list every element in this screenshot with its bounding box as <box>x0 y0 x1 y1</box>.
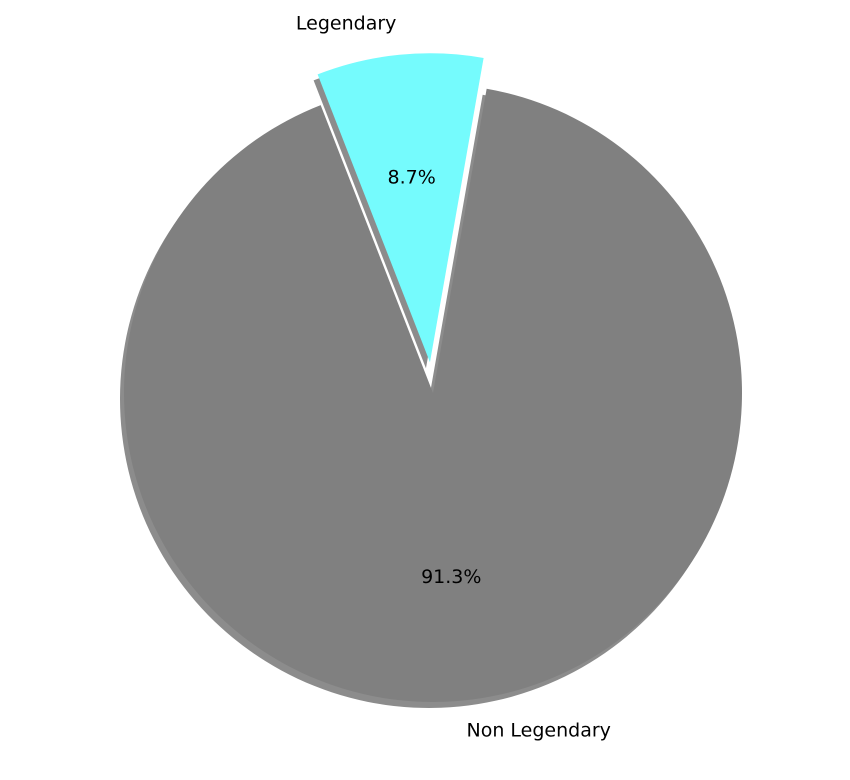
pie-slices <box>124 53 743 703</box>
pct-label-legendary: 8.7% <box>388 166 436 188</box>
slice-label-legendary: Legendary <box>296 13 397 35</box>
slice-label-non-legendary: Non Legendary <box>467 720 611 742</box>
slice-legendary <box>317 53 484 363</box>
pie-labels: Legendary 8.7% Non Legendary 91.3% <box>296 13 611 742</box>
slice-non-legendary <box>124 88 743 703</box>
pct-label-non-legendary: 91.3% <box>421 566 481 588</box>
